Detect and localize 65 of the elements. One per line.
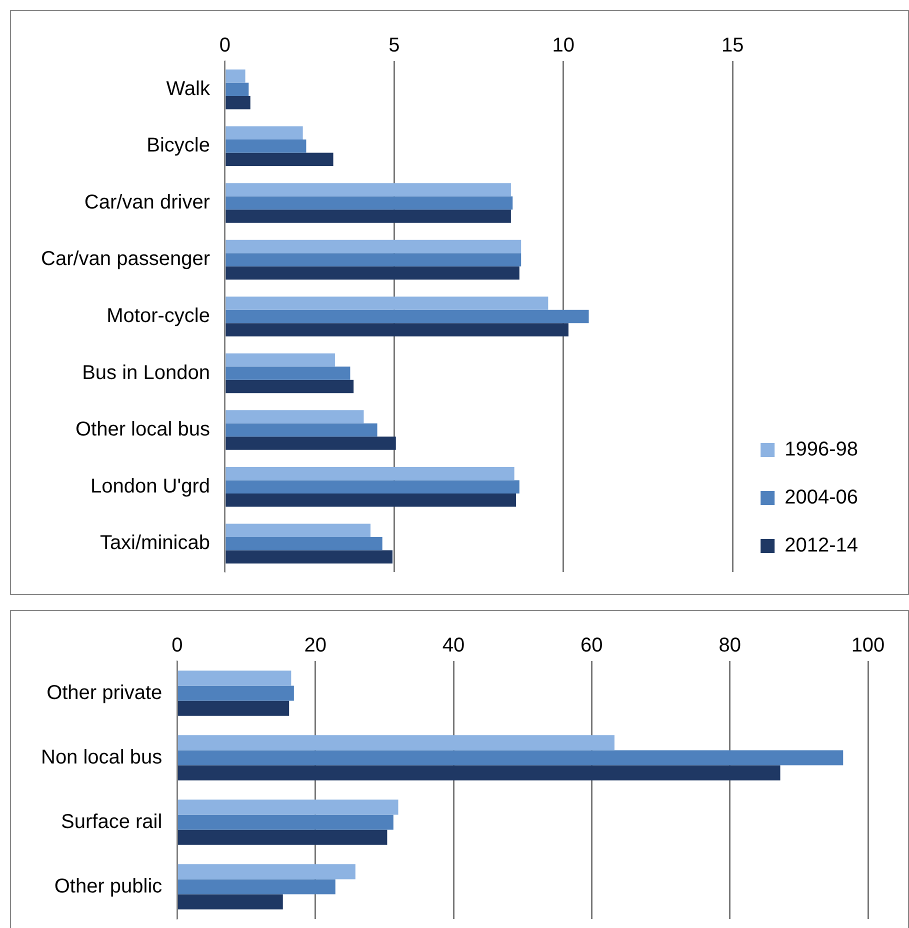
bar xyxy=(226,253,522,266)
bar xyxy=(178,800,398,815)
bar xyxy=(226,536,382,550)
y-tick-label: Other public xyxy=(54,875,162,898)
bar xyxy=(226,366,350,380)
y-tick-label: Bicycle xyxy=(146,134,210,157)
y-tick-label: London U'grd xyxy=(90,475,210,498)
bar xyxy=(178,735,614,750)
y-tick-label: Taxi/minicab xyxy=(100,532,210,554)
bar xyxy=(226,126,303,140)
bar xyxy=(226,550,392,564)
x-tick-label: 100 xyxy=(851,634,885,657)
bar xyxy=(226,480,520,494)
y-tick-label: Bus in London xyxy=(82,362,210,384)
y-tick-label: Other private xyxy=(46,682,162,704)
x-tick-label: 0 xyxy=(172,634,183,657)
bar xyxy=(178,670,292,686)
bar xyxy=(178,830,388,845)
x-tick-label: 80 xyxy=(718,634,741,657)
bar xyxy=(226,96,250,110)
bar xyxy=(226,196,513,210)
y-tick-label: Non local bus xyxy=(40,746,162,768)
bar xyxy=(226,323,568,336)
x-tick-label: 15 xyxy=(721,34,744,57)
x-tick-label: 20 xyxy=(304,634,326,657)
bar xyxy=(226,436,396,450)
bar xyxy=(226,380,354,394)
bar xyxy=(178,700,290,716)
bar xyxy=(226,353,335,367)
bar xyxy=(226,466,514,480)
bar xyxy=(226,524,370,537)
x-tick-label: 10 xyxy=(552,34,575,57)
bar xyxy=(178,750,844,766)
x-tick-label: 0 xyxy=(219,34,231,57)
bar xyxy=(226,82,249,96)
bar xyxy=(226,423,378,437)
bar xyxy=(178,765,780,780)
bar xyxy=(226,493,516,507)
bar xyxy=(178,686,294,701)
x-tick-label: 40 xyxy=(442,634,465,657)
bar xyxy=(226,266,520,280)
x-tick-label: 5 xyxy=(388,34,400,57)
bar xyxy=(226,240,522,254)
bar xyxy=(178,894,283,910)
bar xyxy=(178,864,356,880)
bar xyxy=(226,210,511,223)
bar xyxy=(226,310,589,324)
legend-label: 2004-06 xyxy=(784,486,858,509)
y-tick-label: Other local bus xyxy=(75,418,210,441)
y-tick-label: Car/van passenger xyxy=(41,248,210,270)
bar xyxy=(226,410,364,424)
bar xyxy=(226,70,246,83)
bar xyxy=(226,296,548,310)
y-tick-label: Surface rail xyxy=(61,810,162,833)
legend-label: 1996-98 xyxy=(784,438,858,461)
y-tick-label: Car/van driver xyxy=(84,191,210,214)
x-tick-label: 60 xyxy=(580,634,603,657)
y-tick-label: Motor-cycle xyxy=(106,305,210,328)
legend-label: 2012-14 xyxy=(784,534,858,557)
bar xyxy=(226,152,334,166)
y-tick-label: Walk xyxy=(166,78,211,100)
bar xyxy=(226,183,511,196)
bar xyxy=(178,814,394,830)
bar xyxy=(226,140,306,153)
bar xyxy=(178,879,336,894)
